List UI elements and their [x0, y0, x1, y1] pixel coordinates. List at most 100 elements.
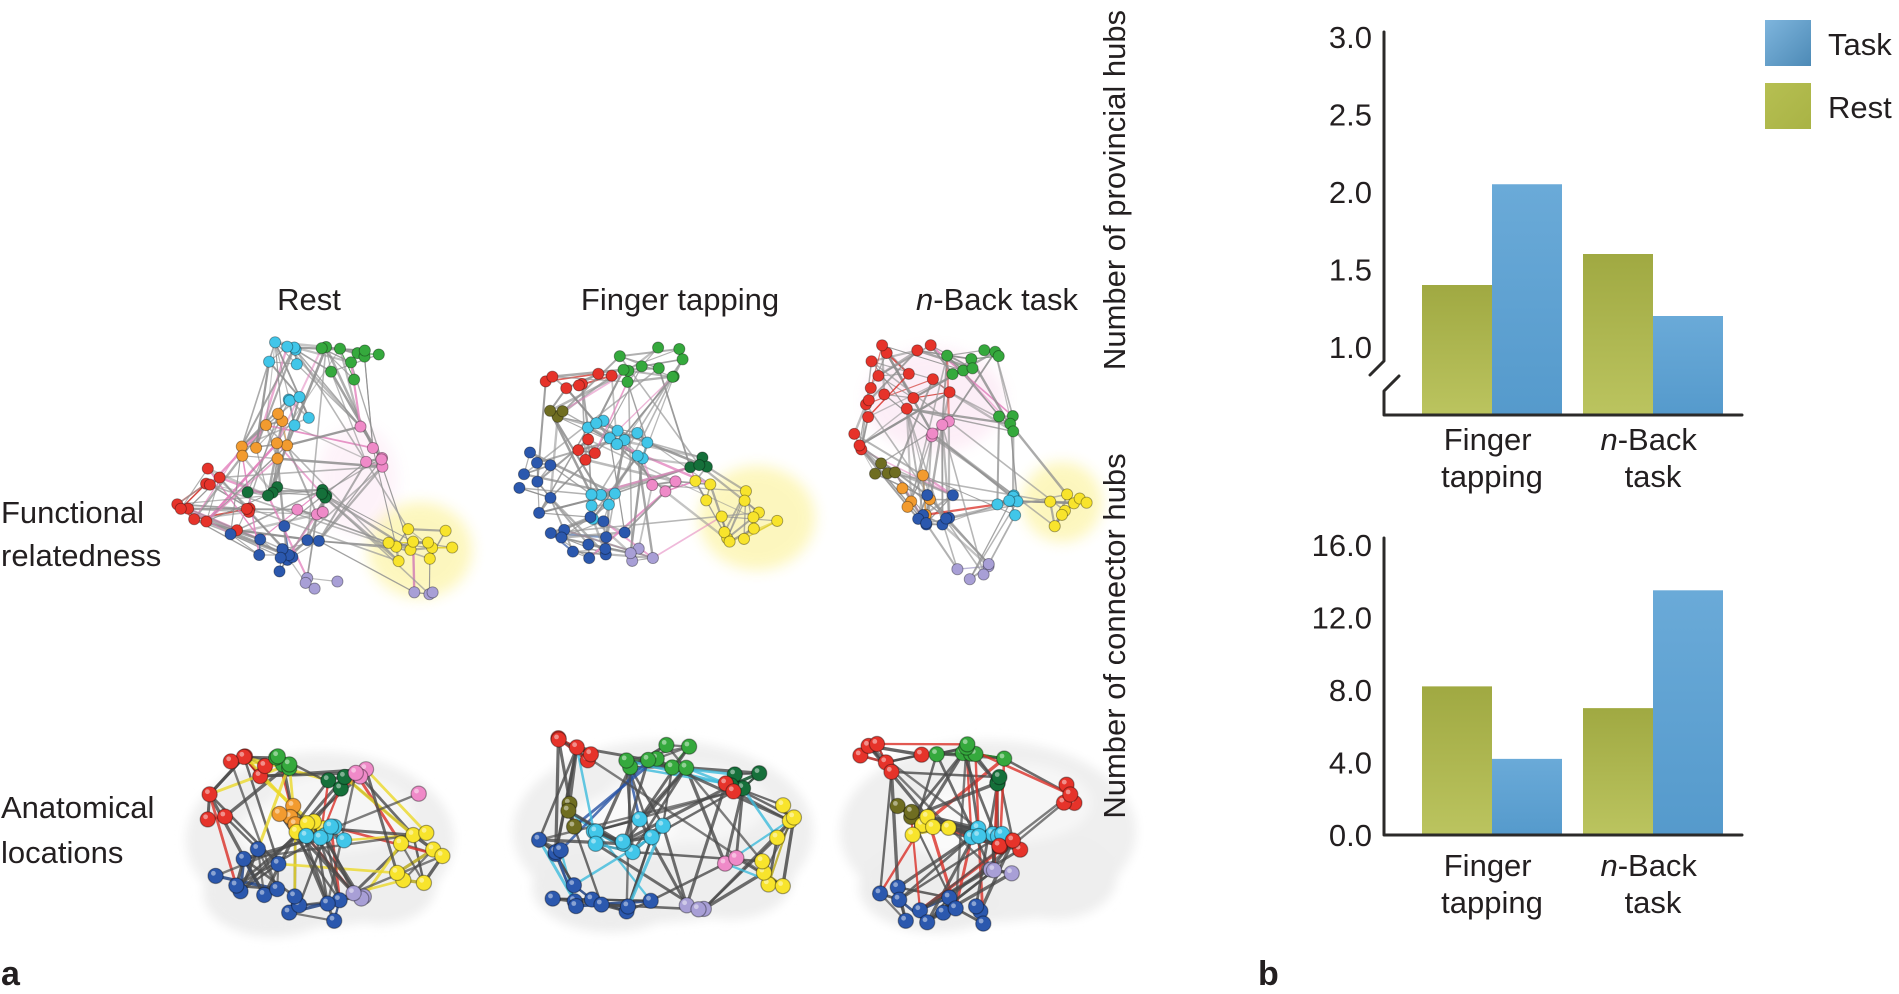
network-node	[613, 350, 626, 363]
network-node	[426, 586, 439, 599]
node-highlight	[855, 750, 861, 756]
node-highlight	[994, 772, 1000, 777]
network-node	[587, 835, 604, 853]
network-node	[924, 339, 937, 352]
network-node	[967, 898, 985, 915]
node-highlight	[203, 814, 209, 820]
network-nodes	[848, 339, 1093, 586]
network-node	[602, 498, 615, 511]
node-highlight	[731, 853, 737, 858]
node-highlight	[336, 783, 341, 789]
column-header-nback-task: n-Back task	[916, 282, 1078, 317]
node-highlight	[893, 801, 898, 806]
network-node	[423, 552, 436, 565]
node-highlight	[301, 830, 307, 836]
node-highlight	[894, 894, 900, 900]
node-highlight	[928, 822, 934, 827]
network-node	[360, 455, 373, 468]
node-highlight	[944, 822, 949, 828]
network-node	[978, 344, 991, 357]
network-node	[599, 542, 612, 555]
node-highlight	[335, 895, 340, 900]
network-node	[900, 402, 913, 415]
network-node	[689, 474, 702, 488]
network-node	[560, 802, 577, 819]
network-node	[754, 853, 771, 870]
node-highlight	[971, 901, 977, 907]
network-node	[659, 485, 672, 498]
node-highlight	[623, 901, 629, 907]
node-highlight	[392, 867, 398, 873]
node-highlight	[661, 740, 667, 745]
network-node	[896, 482, 909, 495]
network-node	[889, 797, 906, 815]
y-axis-title-connector: Number of connector hubs	[1097, 453, 1132, 818]
bar-charts: 1.0 1.5 2.0 2.5 3.0 0.0 4.0 8.0 12.0 16.0	[1312, 20, 1744, 853]
network-node	[1007, 425, 1020, 438]
node-highlight	[290, 891, 295, 897]
network-node	[747, 511, 760, 524]
network-node	[544, 890, 561, 907]
panel-label-b: b	[1258, 955, 1279, 993]
network-node	[919, 914, 936, 931]
network-node	[188, 513, 201, 526]
network-node	[597, 515, 610, 528]
network-node	[652, 362, 665, 375]
network-node	[582, 433, 595, 446]
node-highlight	[340, 771, 345, 777]
network-nback-functional	[848, 339, 1102, 586]
network-node	[320, 772, 337, 789]
node-highlight	[273, 858, 279, 864]
node-highlight	[999, 753, 1005, 759]
node-highlight	[274, 808, 280, 814]
network-node	[256, 757, 274, 775]
node-highlight	[273, 751, 278, 757]
network-node	[415, 874, 433, 892]
node-highlight	[288, 801, 294, 806]
network-node	[531, 475, 544, 488]
network-node	[1003, 494, 1016, 507]
network-node	[345, 885, 362, 902]
column-header-rest: Rest	[277, 282, 341, 317]
x-label-finger-tapping-bottom: Finger tapping	[1441, 848, 1543, 920]
network-node	[201, 786, 218, 803]
network-node	[530, 456, 544, 469]
network-node	[421, 536, 435, 549]
node-highlight	[872, 739, 878, 744]
network-node	[614, 833, 632, 850]
legend: Task Rest	[1765, 20, 1892, 129]
y-tick-label: 0.0	[1329, 818, 1372, 853]
network-node	[273, 565, 286, 578]
network-rest-anatomical	[186, 748, 454, 937]
node-highlight	[908, 829, 913, 835]
bar-finger-tapping-task	[1492, 184, 1562, 415]
network-node	[222, 753, 240, 770]
node-highlight	[255, 771, 261, 776]
node-highlight	[329, 915, 335, 921]
network-node	[605, 369, 618, 382]
network-node	[366, 441, 379, 455]
network-node	[977, 568, 990, 581]
network-node	[312, 534, 325, 547]
node-highlight	[302, 818, 308, 823]
network-node	[619, 898, 637, 915]
network-node	[631, 811, 648, 828]
network-node	[274, 551, 287, 564]
node-highlight	[778, 800, 784, 806]
legend-swatch-rest	[1765, 83, 1811, 129]
legend-swatch-task	[1765, 20, 1811, 66]
node-highlight	[658, 820, 664, 826]
node-highlight	[684, 741, 690, 747]
network-node	[883, 763, 900, 781]
node-highlight	[414, 788, 419, 794]
network-node	[315, 342, 328, 355]
node-highlight	[978, 918, 984, 924]
network-node	[966, 362, 979, 375]
node-highlight	[292, 826, 297, 832]
network-node	[235, 850, 252, 868]
network-node	[991, 837, 1008, 855]
network-node	[641, 436, 654, 449]
node-highlight	[591, 826, 597, 832]
network-node	[590, 417, 603, 430]
network-node	[901, 500, 914, 513]
